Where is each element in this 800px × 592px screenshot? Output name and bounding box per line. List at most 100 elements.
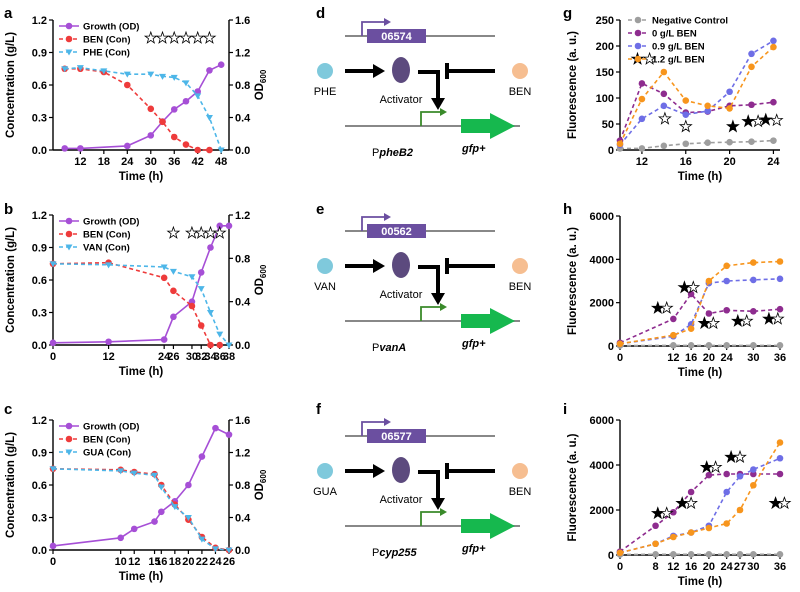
- legend-marker: [634, 42, 642, 50]
- legend-entry: BEN (Con): [59, 435, 131, 446]
- significance-star: [770, 311, 785, 325]
- data-point: [704, 107, 711, 115]
- x-axis-label: Time (h): [119, 171, 164, 183]
- data-point: [171, 504, 179, 511]
- x-tick-label: 0: [617, 561, 623, 573]
- data-point: [184, 515, 192, 521]
- panel-label-h: h: [563, 201, 572, 218]
- data-point: [750, 276, 757, 284]
- activator-label: Activator: [380, 289, 423, 301]
- data-point: [704, 139, 711, 147]
- gene-label: 06574: [381, 31, 412, 43]
- data-point: [158, 508, 165, 516]
- data-point: [652, 551, 659, 558]
- promoter-arrowhead-bottom: [440, 303, 447, 311]
- regulation-arrowhead: [431, 293, 445, 305]
- legend-entry: 0 g/L BEN: [628, 29, 697, 40]
- y-tick-label: 0.3: [32, 113, 47, 125]
- y-tick-label: 6000: [590, 211, 614, 223]
- data-point: [770, 98, 777, 106]
- series-line: [64, 66, 222, 151]
- y-tick-label: 0: [608, 550, 614, 562]
- data-point: [169, 268, 177, 275]
- x-tick-label: 36: [214, 351, 226, 363]
- inhibitor-label: BEN: [509, 486, 532, 498]
- data-point: [157, 484, 165, 491]
- data-point: [197, 322, 205, 329]
- data-point: [652, 522, 659, 530]
- data-point: [194, 88, 202, 95]
- y2-tick-label: 0.8: [235, 80, 250, 92]
- data-point: [49, 466, 57, 473]
- data-point: [750, 342, 757, 349]
- x-tick-label: 12: [636, 156, 648, 168]
- y2-tick-label: 1.6: [235, 415, 250, 427]
- data-point: [687, 488, 695, 496]
- data-point: [748, 63, 755, 71]
- x-tick-label: 12: [667, 561, 679, 573]
- data-point: [61, 145, 69, 152]
- data-point: [147, 132, 155, 139]
- x-tick-label: 0: [50, 351, 56, 363]
- significance-star: [166, 225, 181, 239]
- promoter-label: PvanA: [372, 342, 406, 354]
- legend-marker: [65, 244, 73, 251]
- legend-marker: [65, 230, 73, 238]
- x-tick-label: 24: [767, 156, 780, 168]
- y-tick-label: 0: [608, 145, 614, 157]
- data-point: [776, 454, 784, 462]
- series-ben-con-: [49, 259, 224, 349]
- data-point: [770, 137, 777, 144]
- y2-label-main: OD: [254, 278, 266, 295]
- legend-marker: [65, 435, 73, 443]
- legend-label: Negative Control: [652, 16, 728, 27]
- gene-label: 06577: [381, 431, 412, 443]
- gene-box: [367, 429, 426, 443]
- data-point: [670, 331, 677, 339]
- series-line: [52, 468, 230, 551]
- data-point: [670, 315, 677, 323]
- series-line: [620, 139, 774, 150]
- x-tick-label: 18: [169, 556, 181, 568]
- data-point: [736, 506, 744, 514]
- gfp-reporter-arrow: [461, 513, 515, 539]
- data-point: [705, 310, 713, 317]
- substrate-label: GUA: [313, 486, 338, 498]
- data-point: [147, 105, 155, 113]
- promoter-prefix: P: [372, 147, 379, 159]
- data-point: [705, 551, 713, 558]
- y2-tick-label: 1.6: [235, 15, 250, 27]
- data-point: [130, 470, 138, 477]
- x-tick-label: 15: [148, 556, 160, 568]
- gene-box: [367, 29, 426, 43]
- significance-star: [650, 506, 665, 520]
- activator-shape: [392, 252, 410, 278]
- significance-star: [768, 496, 783, 510]
- y-tick-label: 0.3: [32, 513, 47, 525]
- data-point: [100, 68, 108, 75]
- gene-box: [367, 224, 426, 238]
- legend-label: Growth (OD): [83, 217, 139, 228]
- legend-entry: Growth (OD): [59, 22, 139, 33]
- series-0-9-g-l-ben: [616, 37, 777, 149]
- y-axis-label: Concentration (g/L): [5, 32, 17, 138]
- legend-marker: [65, 449, 73, 456]
- chart-panel-i: i 0 2000 4000 6000 0 8 12 16 20 24 27 30 36 Time (h) Fl…: [563, 401, 792, 588]
- series-ben-con-: [49, 465, 233, 554]
- activation-arrowhead: [373, 259, 385, 273]
- inhibitor-circle: [512, 258, 528, 274]
- panel-label-a: a: [4, 5, 13, 22]
- data-point: [748, 138, 755, 145]
- data-point: [170, 313, 177, 321]
- series-growth-od-: [49, 222, 233, 347]
- significance-star: [684, 496, 698, 510]
- significance-star: [777, 496, 792, 510]
- data-point: [205, 115, 213, 121]
- diagram-e: e 00562 VAN Activator BEN PvanA gfp+: [314, 201, 531, 354]
- series-line: [619, 442, 781, 554]
- series-0-9-g-l-ben: [616, 454, 784, 557]
- data-point: [638, 80, 646, 87]
- substrate-circle: [317, 463, 333, 479]
- significance-star: [686, 280, 701, 294]
- significance-star: [659, 300, 674, 314]
